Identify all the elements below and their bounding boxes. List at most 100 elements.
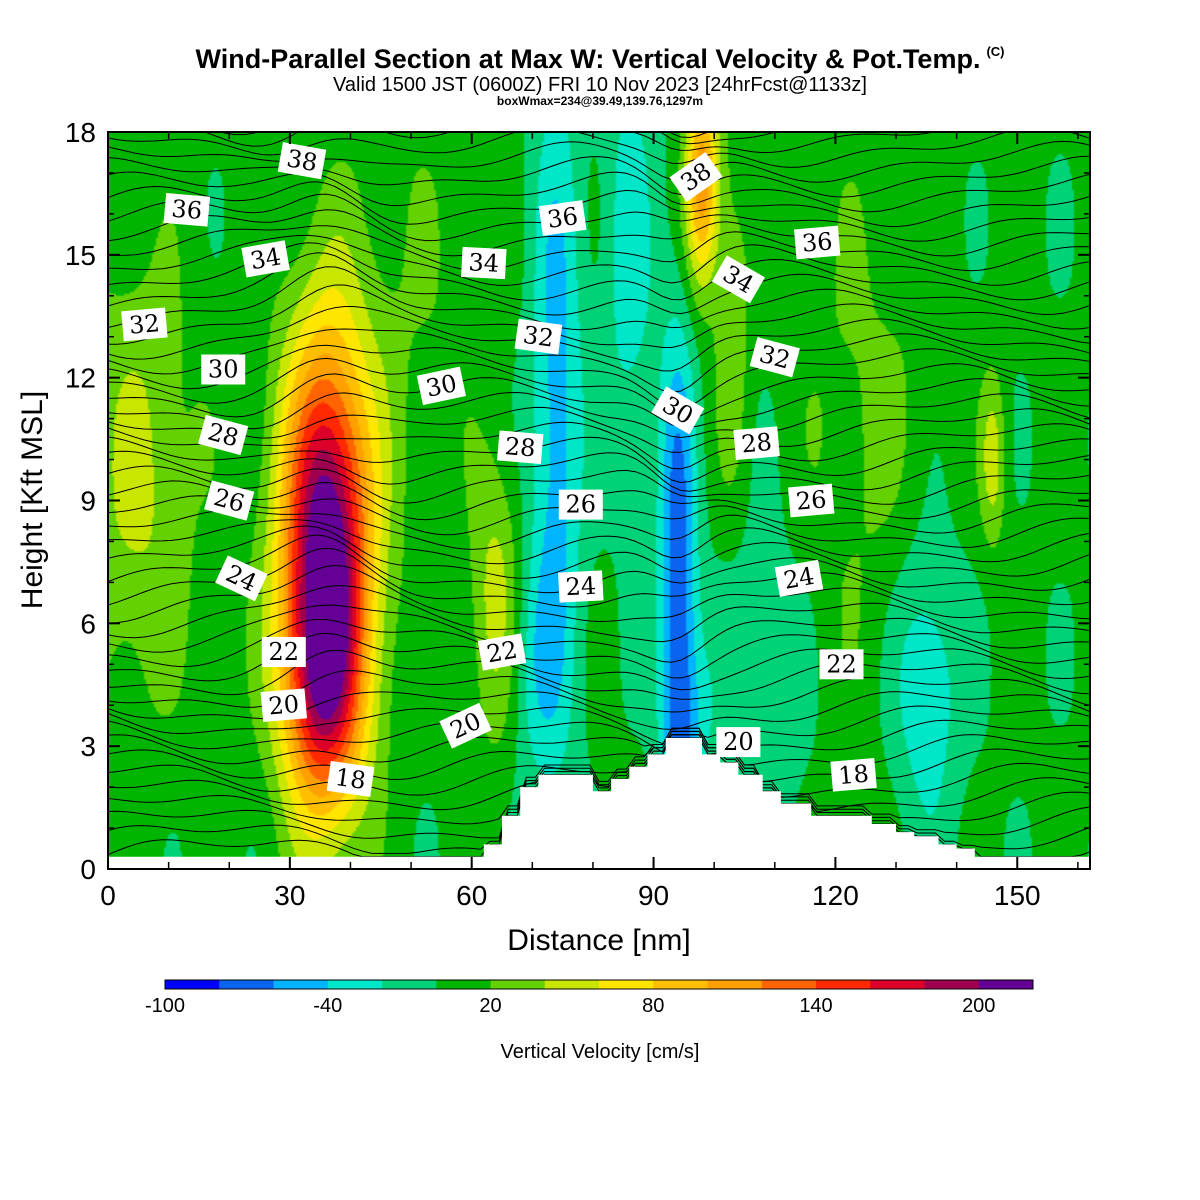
chart-info: boxWmax=234@39.49,139.76,1297m — [496, 94, 704, 108]
colorbar-tick-label: 140 — [799, 995, 832, 1017]
theta-label-text: 36 — [801, 227, 834, 258]
isentrope — [108, 564, 1090, 624]
colorbar-swatch — [599, 980, 654, 989]
theta-label-box — [793, 225, 841, 260]
theta-label-box — [558, 570, 604, 603]
colorbar-swatch — [273, 980, 329, 989]
colorbar-swatch — [544, 980, 600, 989]
theta-label: 34 — [461, 246, 507, 280]
colorbar-swatch — [870, 980, 925, 989]
isentrope — [202, 132, 936, 154]
theta-label: 24 — [774, 559, 824, 597]
colorbar-swatch — [327, 980, 383, 989]
isentrope — [108, 284, 1090, 348]
colorbar-tick-label: 200 — [962, 995, 995, 1017]
theta-label-text: 20 — [267, 690, 300, 721]
isentrope — [108, 734, 1090, 798]
theta-label: 22 — [261, 637, 306, 667]
theta-label-text: 28 — [504, 432, 537, 463]
terrain — [108, 738, 1090, 869]
theta-label: 24 — [558, 570, 604, 603]
y-tick-label: 3 — [80, 731, 96, 762]
isentrope — [108, 719, 1090, 755]
theta-label: 20 — [716, 727, 761, 758]
isentrope — [108, 705, 1090, 745]
colorbar-tick-label: -40 — [313, 995, 342, 1017]
isentrope — [108, 649, 1090, 700]
theta-label-text: 26 — [795, 485, 828, 516]
theta-label: 30 — [416, 366, 467, 406]
colorbar-tick-label: -100 — [145, 995, 185, 1017]
isentrope — [108, 391, 1090, 439]
theta-label-box — [496, 430, 544, 465]
theta-label-box — [241, 240, 290, 278]
theta-label-text: 24 — [782, 562, 817, 595]
x-tick-label: 150 — [994, 880, 1041, 911]
y-axis-label: Height [Kft MSL] — [16, 391, 49, 609]
isentrope — [108, 585, 1090, 643]
theta-label: 34 — [241, 240, 290, 278]
theta-label: 28 — [733, 426, 780, 461]
theta-label: 26 — [558, 489, 603, 520]
theta-label-box — [326, 760, 375, 797]
isentrope — [108, 734, 1090, 854]
theta-label-text: 34 — [468, 248, 500, 278]
colorbar-swatch — [924, 980, 980, 989]
isentrope — [108, 234, 1090, 286]
theta-label: 36 — [538, 200, 587, 236]
colorbar-swatch — [978, 980, 1034, 989]
isentrope — [108, 181, 1090, 228]
colorbar-swatch — [707, 980, 763, 989]
theta-label-box — [774, 559, 824, 597]
theta-label-text: 32 — [521, 321, 555, 353]
theta-label: 38 — [277, 142, 327, 180]
isentrope — [108, 465, 1090, 505]
theta-label: 22 — [477, 633, 527, 671]
theta-label-text: 30 — [424, 369, 460, 403]
isentrope — [108, 727, 1090, 766]
theta-label-box — [260, 688, 308, 723]
isentrope — [108, 604, 1090, 663]
theta-label: 22 — [819, 649, 864, 680]
y-tick-label: 12 — [65, 363, 96, 394]
x-tick-label: 0 — [100, 880, 116, 911]
theta-label-text: 36 — [170, 195, 203, 226]
colorbar-swatch — [653, 980, 708, 989]
theta-label-text: 38 — [285, 144, 320, 177]
theta-label-text: 26 — [566, 491, 597, 519]
isentrope — [108, 140, 1090, 183]
theta-label-box — [749, 337, 800, 378]
y-tick-label: 18 — [65, 117, 96, 148]
isentrope — [108, 344, 1090, 410]
potential-temperature-contours — [108, 132, 1090, 858]
isentrope — [108, 727, 1090, 825]
theta-label-box — [669, 152, 723, 202]
isentrope — [108, 509, 1090, 550]
colorbar-swatch — [219, 980, 274, 989]
theta-label-box — [163, 192, 211, 227]
colorbar-swatch — [816, 980, 871, 989]
theta-label-text: 28 — [740, 428, 773, 459]
theta-label: 20 — [260, 688, 308, 723]
theta-label-box — [416, 366, 467, 406]
theta-label: 26 — [204, 480, 255, 521]
theta-label: 28 — [496, 430, 544, 465]
isentrope — [108, 171, 1090, 213]
x-tick-label: 60 — [456, 880, 487, 911]
isentrope — [108, 547, 1090, 608]
colorbar-swatch — [165, 980, 220, 989]
isentrope — [108, 373, 1090, 429]
theta-label-box — [558, 489, 603, 520]
isentrope — [108, 225, 1090, 272]
y-tick-label: 0 — [80, 854, 96, 885]
theta-label-text: 18 — [333, 763, 367, 795]
chart-title: Wind-Parallel Section at Max W: Vertical… — [195, 44, 1005, 74]
theta-label-text: 22 — [485, 636, 520, 669]
theta-label-box — [477, 633, 527, 671]
colorbar: -100 -40 20 80 140 200 — [145, 979, 1034, 1017]
theta-label-box — [461, 246, 507, 280]
